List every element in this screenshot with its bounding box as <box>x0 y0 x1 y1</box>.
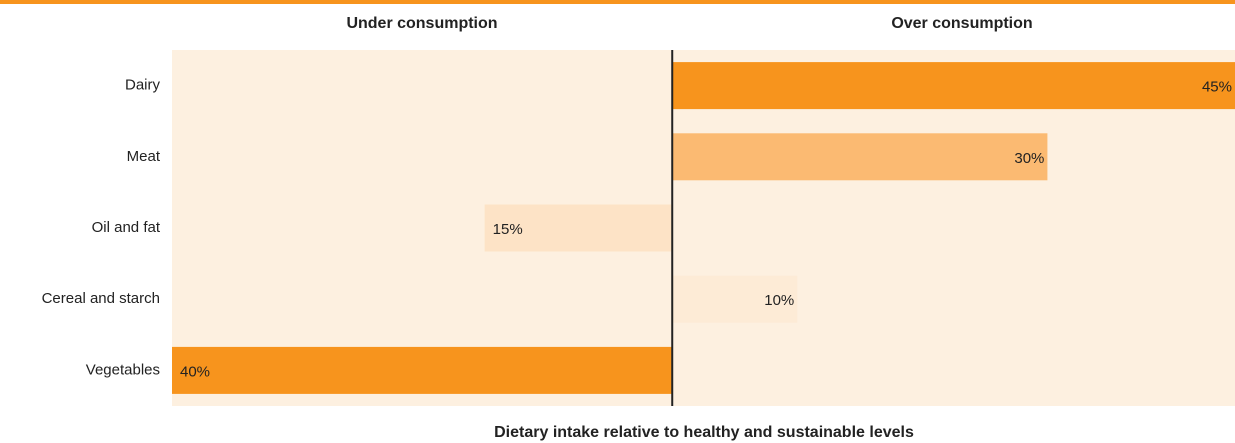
series-header: Over consumption <box>891 15 1032 32</box>
series-header: Under consumption <box>346 15 497 32</box>
bar <box>672 133 1048 181</box>
plot-background <box>172 50 1235 406</box>
bar <box>172 346 673 394</box>
y-tick-label: Dairy <box>125 77 161 94</box>
value-label: 10% <box>764 292 794 309</box>
y-tick-label: Cereal and starch <box>42 290 160 307</box>
bar <box>672 275 798 323</box>
value-label: 15% <box>493 221 523 238</box>
y-tick-label: Vegetables <box>86 361 160 378</box>
top-accent <box>0 0 1235 4</box>
y-tick-label: Oil and fat <box>92 219 161 236</box>
bar <box>672 62 1235 110</box>
y-tick-label: Meat <box>127 148 161 165</box>
value-label: 30% <box>1014 150 1044 167</box>
chart-title: Dietary intake relative to healthy and s… <box>494 424 914 441</box>
value-label: 40% <box>180 363 210 380</box>
bar <box>484 204 673 252</box>
value-label: 45% <box>1202 79 1232 96</box>
